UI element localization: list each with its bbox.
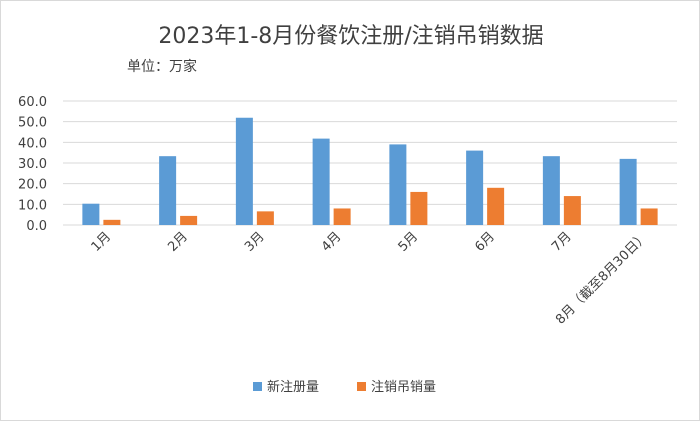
y-tick-label: 0.0 <box>26 219 47 234</box>
chart-title: 2023年1-8月份餐饮注册/注销吊销数据 <box>158 24 543 49</box>
x-tick-label: 7月 <box>549 229 575 255</box>
y-axis-ticks: 0.0 10.0 20.0 30.0 40.0 50.0 60.0 <box>18 95 47 234</box>
x-tick-label: 2月 <box>165 229 191 255</box>
y-tick-label: 10.0 <box>18 198 47 213</box>
legend-swatch <box>253 382 262 391</box>
y-tick-label: 60.0 <box>18 95 47 110</box>
x-tick-label: 1月 <box>89 229 115 255</box>
bar-series-0-cat-3 <box>312 138 330 225</box>
legend-swatch <box>357 382 366 391</box>
bar-series-0-cat-2 <box>235 117 253 225</box>
bar-series-1-cat-3 <box>333 208 351 225</box>
legend-label: 新注册量 <box>267 379 319 395</box>
bar-series-0-cat-6 <box>542 156 560 225</box>
x-tick-label: 6月 <box>472 229 498 255</box>
legend-label: 注销吊销量 <box>371 380 436 395</box>
x-tick-label: 5月 <box>396 229 422 255</box>
bar-series-1-cat-7 <box>640 208 658 225</box>
bar-series-0-cat-1 <box>159 156 177 225</box>
gridlines <box>63 100 677 226</box>
bar-series-1-cat-0 <box>103 219 121 225</box>
x-tick-label: 4月 <box>319 229 345 255</box>
legend: 新注册量 注销吊销量 <box>253 379 436 395</box>
bar-series-0-cat-0 <box>82 203 100 225</box>
y-tick-label: 50.0 <box>18 116 47 131</box>
bar-series-1-cat-2 <box>256 211 274 225</box>
bars <box>82 117 658 225</box>
bar-series-0-cat-5 <box>466 150 484 225</box>
x-tick-label: 3月 <box>242 229 268 255</box>
bar-series-0-cat-7 <box>619 158 637 225</box>
y-tick-label: 20.0 <box>18 178 47 193</box>
chart-subtitle: 单位：万家 <box>127 58 197 75</box>
bar-series-1-cat-6 <box>563 196 581 225</box>
y-tick-label: 40.0 <box>18 136 47 151</box>
y-tick-label: 30.0 <box>18 157 47 172</box>
bar-series-1-cat-4 <box>410 191 428 225</box>
bar-series-1-cat-1 <box>180 215 198 225</box>
bar-series-0-cat-4 <box>389 144 407 225</box>
bar-series-1-cat-5 <box>487 187 505 225</box>
